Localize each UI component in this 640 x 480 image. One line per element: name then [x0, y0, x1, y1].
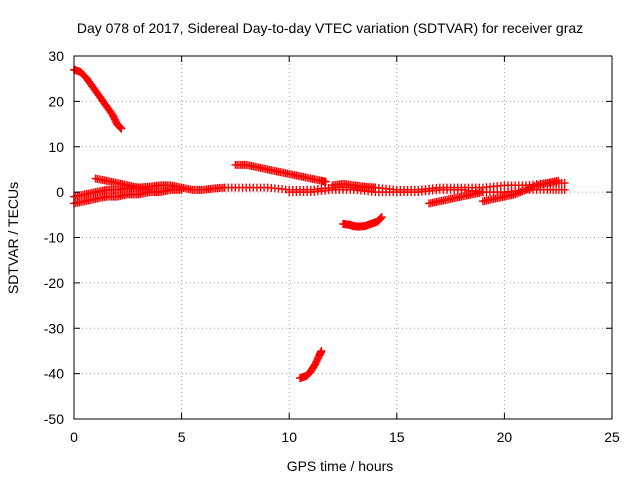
y-tick-label: -40 — [44, 366, 64, 382]
y-tick-label: -50 — [44, 411, 64, 427]
series-track-b — [295, 346, 326, 383]
data-point — [514, 188, 523, 197]
data-point — [523, 185, 532, 194]
series-track-l — [328, 179, 380, 192]
y-tick-label: 10 — [48, 139, 64, 155]
chart-title: Day 078 of 2017, Sidereal Day-to-day VTE… — [77, 20, 583, 36]
data-point — [518, 187, 527, 196]
series-track-a — [70, 65, 126, 133]
data-point — [371, 183, 380, 192]
x-tick-label: 0 — [70, 429, 78, 445]
y-axis-label: SDTVAR / TECUs — [5, 182, 21, 294]
grid-lines — [74, 56, 612, 419]
data-point — [527, 183, 536, 192]
y-tick-label: 30 — [48, 48, 64, 64]
x-tick-label: 15 — [389, 429, 405, 445]
data-point — [530, 182, 539, 191]
data-point — [377, 213, 386, 222]
series-track-c — [339, 213, 386, 231]
x-axis-ticks: 0 5 10 15 20 25 — [70, 56, 620, 445]
data-point — [511, 190, 520, 199]
data-point — [115, 123, 124, 132]
data-point — [520, 186, 529, 195]
data-point — [560, 185, 569, 194]
data-point — [317, 346, 326, 355]
series-track-i — [285, 185, 569, 197]
y-tick-label: -10 — [44, 230, 64, 246]
x-tick-label: 20 — [497, 429, 513, 445]
data-point — [478, 188, 487, 197]
data-point — [377, 213, 386, 222]
x-tick-label: 25 — [604, 429, 620, 445]
data-point — [177, 185, 186, 194]
data-point — [117, 124, 126, 133]
data-point — [521, 185, 530, 194]
data-point — [560, 179, 569, 188]
y-tick-label: 20 — [48, 93, 64, 109]
series-track-k — [478, 176, 563, 206]
data-point — [145, 185, 154, 194]
x-tick-label: 5 — [178, 429, 186, 445]
data-point — [512, 189, 521, 198]
data-point — [529, 182, 538, 191]
y-tick-label: -20 — [44, 275, 64, 291]
data-point — [554, 176, 563, 185]
series-track-j — [425, 188, 487, 208]
series-track-d — [231, 160, 330, 186]
data-point — [525, 184, 534, 193]
x-axis-label: GPS time / hours — [287, 458, 394, 474]
y-tick-label: -30 — [44, 320, 64, 336]
data-point — [116, 123, 125, 132]
data-point — [321, 177, 330, 186]
data-series — [70, 65, 569, 383]
x-tick-label: 10 — [281, 429, 297, 445]
data-point — [376, 214, 385, 223]
y-tick-label: 0 — [56, 184, 64, 200]
series-track-g — [91, 174, 154, 194]
y-axis-ticks: -50 -40 -30 -20 -10 0 10 20 30 — [44, 48, 612, 427]
data-point — [516, 188, 525, 197]
